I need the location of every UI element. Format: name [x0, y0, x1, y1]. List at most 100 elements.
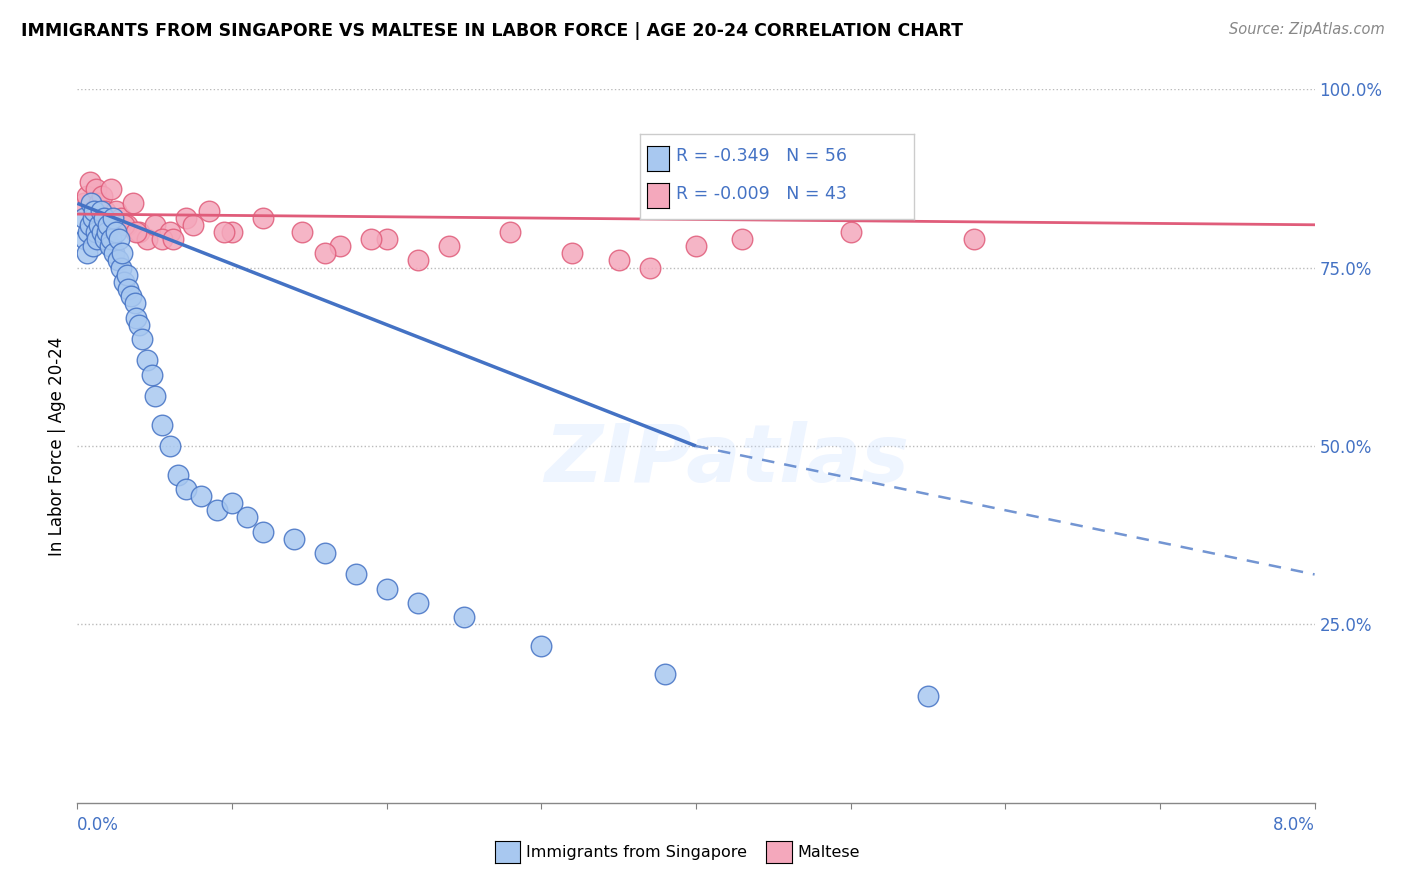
Point: [607, 253, 630, 268]
Point: [91, 189, 114, 203]
Point: [917, 689, 939, 703]
Point: [110, 211, 132, 225]
Point: [731, 232, 754, 246]
Point: [344, 567, 367, 582]
Point: [101, 211, 124, 225]
Point: [174, 482, 197, 496]
Point: [205, 503, 228, 517]
Point: [97, 211, 120, 225]
Point: [90, 203, 111, 218]
Point: [79, 175, 101, 189]
Point: [143, 218, 166, 232]
Point: [252, 211, 274, 225]
Y-axis label: In Labor Force | Age 20-24: In Labor Force | Age 20-24: [48, 336, 66, 556]
Text: Maltese: Maltese: [797, 846, 859, 860]
Point: [115, 218, 138, 232]
Point: [115, 268, 138, 282]
Point: [236, 510, 259, 524]
Point: [314, 546, 336, 560]
Point: [76, 246, 98, 260]
Point: [77, 225, 100, 239]
Text: 0.0%: 0.0%: [77, 815, 120, 833]
Point: [159, 439, 181, 453]
Point: [190, 489, 212, 503]
Point: [91, 225, 114, 239]
Point: [125, 310, 148, 325]
Text: 8.0%: 8.0%: [1272, 815, 1315, 833]
Point: [654, 667, 676, 681]
Point: [107, 253, 129, 268]
Point: [406, 596, 429, 610]
Point: [93, 211, 115, 225]
Point: [638, 260, 661, 275]
Point: [103, 246, 125, 260]
Point: [329, 239, 352, 253]
Point: [87, 218, 110, 232]
Point: [685, 239, 707, 253]
Point: [221, 496, 243, 510]
Point: [82, 203, 104, 218]
Point: [963, 232, 986, 246]
Point: [131, 332, 153, 346]
Point: [143, 389, 166, 403]
Text: ZIPatlas: ZIPatlas: [544, 421, 910, 500]
Point: [360, 232, 382, 246]
Point: [87, 196, 110, 211]
Point: [197, 203, 219, 218]
Point: [453, 610, 475, 624]
Point: [125, 225, 148, 239]
Point: [105, 225, 127, 239]
Point: [136, 353, 159, 368]
Point: [174, 211, 197, 225]
Point: [82, 239, 104, 253]
Point: [128, 225, 150, 239]
Point: [105, 203, 127, 218]
Point: [72, 196, 94, 211]
Point: [75, 232, 96, 246]
Point: [100, 182, 122, 196]
Point: [94, 232, 117, 246]
Point: [437, 239, 460, 253]
Text: Immigrants from Singapore: Immigrants from Singapore: [526, 846, 747, 860]
Point: [84, 225, 107, 239]
Text: IMMIGRANTS FROM SINGAPORE VS MALTESE IN LABOR FORCE | AGE 20-24 CORRELATION CHAR: IMMIGRANTS FROM SINGAPORE VS MALTESE IN …: [21, 22, 963, 40]
Point: [214, 225, 236, 239]
Text: R = -0.349   N = 56: R = -0.349 N = 56: [676, 147, 848, 165]
Point: [96, 225, 118, 239]
Point: [128, 318, 150, 332]
Point: [112, 275, 135, 289]
Point: [314, 246, 336, 260]
Point: [561, 246, 583, 260]
Point: [111, 246, 134, 260]
Point: [76, 189, 98, 203]
Point: [159, 225, 181, 239]
Point: [152, 232, 174, 246]
Point: [112, 218, 135, 232]
Point: [152, 417, 174, 432]
Point: [530, 639, 553, 653]
Point: [122, 196, 145, 211]
Point: [83, 203, 105, 218]
Point: [100, 232, 122, 246]
Point: [110, 260, 132, 275]
Point: [94, 203, 117, 218]
Point: [117, 282, 139, 296]
Point: [162, 232, 184, 246]
Text: Source: ZipAtlas.com: Source: ZipAtlas.com: [1229, 22, 1385, 37]
Point: [839, 225, 862, 239]
Point: [136, 232, 159, 246]
Point: [79, 218, 101, 232]
Point: [183, 218, 205, 232]
Point: [108, 232, 131, 246]
Point: [283, 532, 305, 546]
Point: [499, 225, 522, 239]
Point: [98, 239, 121, 253]
Point: [121, 289, 143, 303]
Point: [84, 182, 107, 196]
Point: [252, 524, 274, 539]
Point: [375, 232, 398, 246]
Point: [72, 211, 94, 225]
Text: R = -0.009   N = 43: R = -0.009 N = 43: [676, 185, 848, 202]
Point: [124, 296, 146, 310]
Point: [375, 582, 398, 596]
